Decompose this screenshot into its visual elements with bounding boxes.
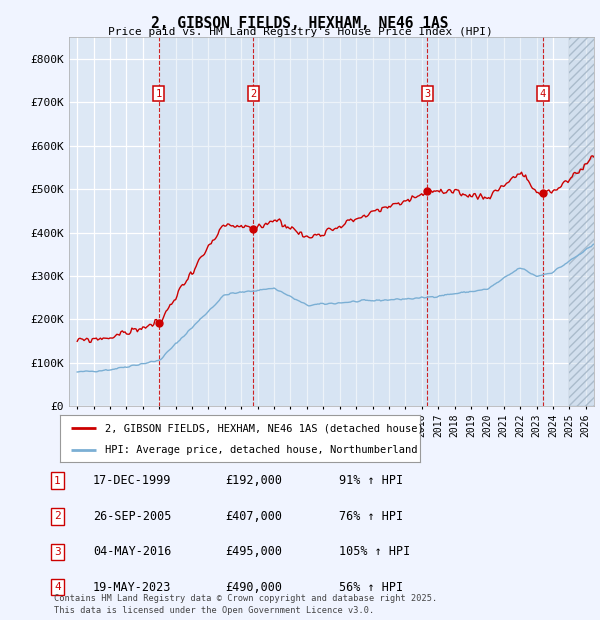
Text: 2, GIBSON FIELDS, HEXHAM, NE46 1AS (detached house): 2, GIBSON FIELDS, HEXHAM, NE46 1AS (deta… — [105, 423, 424, 433]
Bar — [158, 37, 543, 406]
Text: 91% ↑ HPI: 91% ↑ HPI — [339, 474, 403, 487]
Text: 1: 1 — [155, 89, 162, 99]
Text: 3: 3 — [54, 547, 61, 557]
Text: 3: 3 — [424, 89, 430, 99]
Bar — [569, 37, 596, 406]
Text: £490,000: £490,000 — [225, 581, 282, 593]
Text: £495,000: £495,000 — [225, 546, 282, 558]
Text: 2: 2 — [250, 89, 256, 99]
Text: 76% ↑ HPI: 76% ↑ HPI — [339, 510, 403, 523]
Text: 56% ↑ HPI: 56% ↑ HPI — [339, 581, 403, 593]
Text: 26-SEP-2005: 26-SEP-2005 — [93, 510, 172, 523]
Text: HPI: Average price, detached house, Northumberland: HPI: Average price, detached house, Nort… — [105, 445, 418, 455]
Text: 4: 4 — [539, 89, 546, 99]
Text: £192,000: £192,000 — [225, 474, 282, 487]
Text: 4: 4 — [54, 582, 61, 592]
Text: 17-DEC-1999: 17-DEC-1999 — [93, 474, 172, 487]
Text: 19-MAY-2023: 19-MAY-2023 — [93, 581, 172, 593]
Text: 105% ↑ HPI: 105% ↑ HPI — [339, 546, 410, 558]
Text: 1: 1 — [54, 476, 61, 485]
Text: Price paid vs. HM Land Registry's House Price Index (HPI): Price paid vs. HM Land Registry's House … — [107, 27, 493, 37]
Text: £407,000: £407,000 — [225, 510, 282, 523]
Text: 2, GIBSON FIELDS, HEXHAM, NE46 1AS: 2, GIBSON FIELDS, HEXHAM, NE46 1AS — [151, 16, 449, 30]
Bar — [569, 37, 596, 406]
Text: Contains HM Land Registry data © Crown copyright and database right 2025.
This d: Contains HM Land Registry data © Crown c… — [54, 594, 437, 615]
Text: 04-MAY-2016: 04-MAY-2016 — [93, 546, 172, 558]
Text: 2: 2 — [54, 512, 61, 521]
